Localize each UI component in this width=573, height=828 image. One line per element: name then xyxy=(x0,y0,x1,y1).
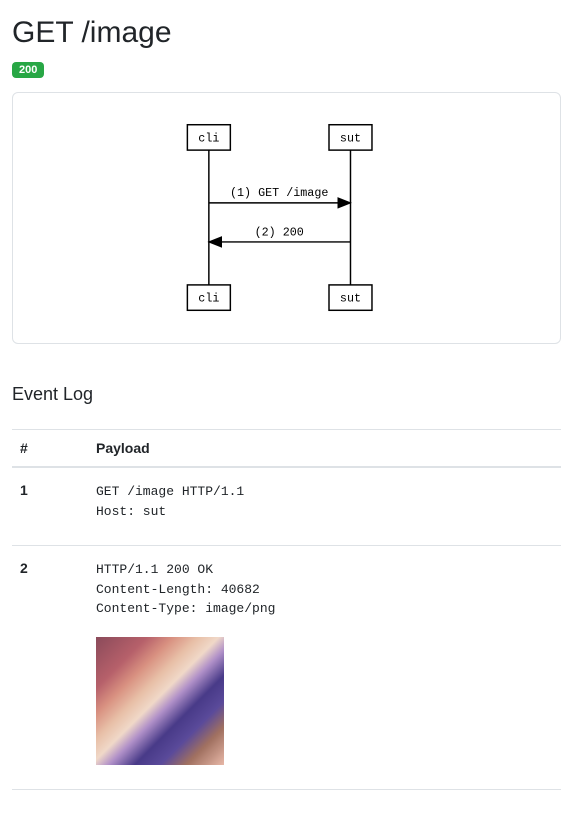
sequence-diagram: cli sut (1) GET /image (2) 200 cli sut xyxy=(107,113,467,323)
row-index: 1 xyxy=(12,467,88,546)
table-row: 1 GET /image HTTP/1.1 Host: sut xyxy=(12,467,561,546)
sequence-diagram-card: cli sut (1) GET /image (2) 200 cli sut xyxy=(12,92,561,344)
msg-1-label: (1) GET /image xyxy=(229,186,327,200)
participant-sut-top: sut xyxy=(339,131,360,145)
event-log-heading: Event Log xyxy=(12,384,561,405)
row-payload: HTTP/1.1 200 OK Content-Length: 40682 Co… xyxy=(96,560,553,619)
row-payload: GET /image HTTP/1.1 Host: sut xyxy=(96,482,553,521)
status-badge: 200 xyxy=(12,62,44,78)
participant-sut-bottom: sut xyxy=(339,292,360,306)
col-index: # xyxy=(12,430,88,468)
event-log-table: # Payload 1 GET /image HTTP/1.1 Host: su… xyxy=(12,429,561,790)
page-title: GET /image xyxy=(12,16,561,50)
table-row: 2 HTTP/1.1 200 OK Content-Length: 40682 … xyxy=(12,546,561,790)
msg-2-label: (2) 200 xyxy=(254,225,303,239)
response-image xyxy=(96,637,224,765)
participant-cli-bottom: cli xyxy=(198,292,219,306)
participant-cli-top: cli xyxy=(198,131,219,145)
row-index: 2 xyxy=(12,546,88,790)
col-payload: Payload xyxy=(88,430,561,468)
